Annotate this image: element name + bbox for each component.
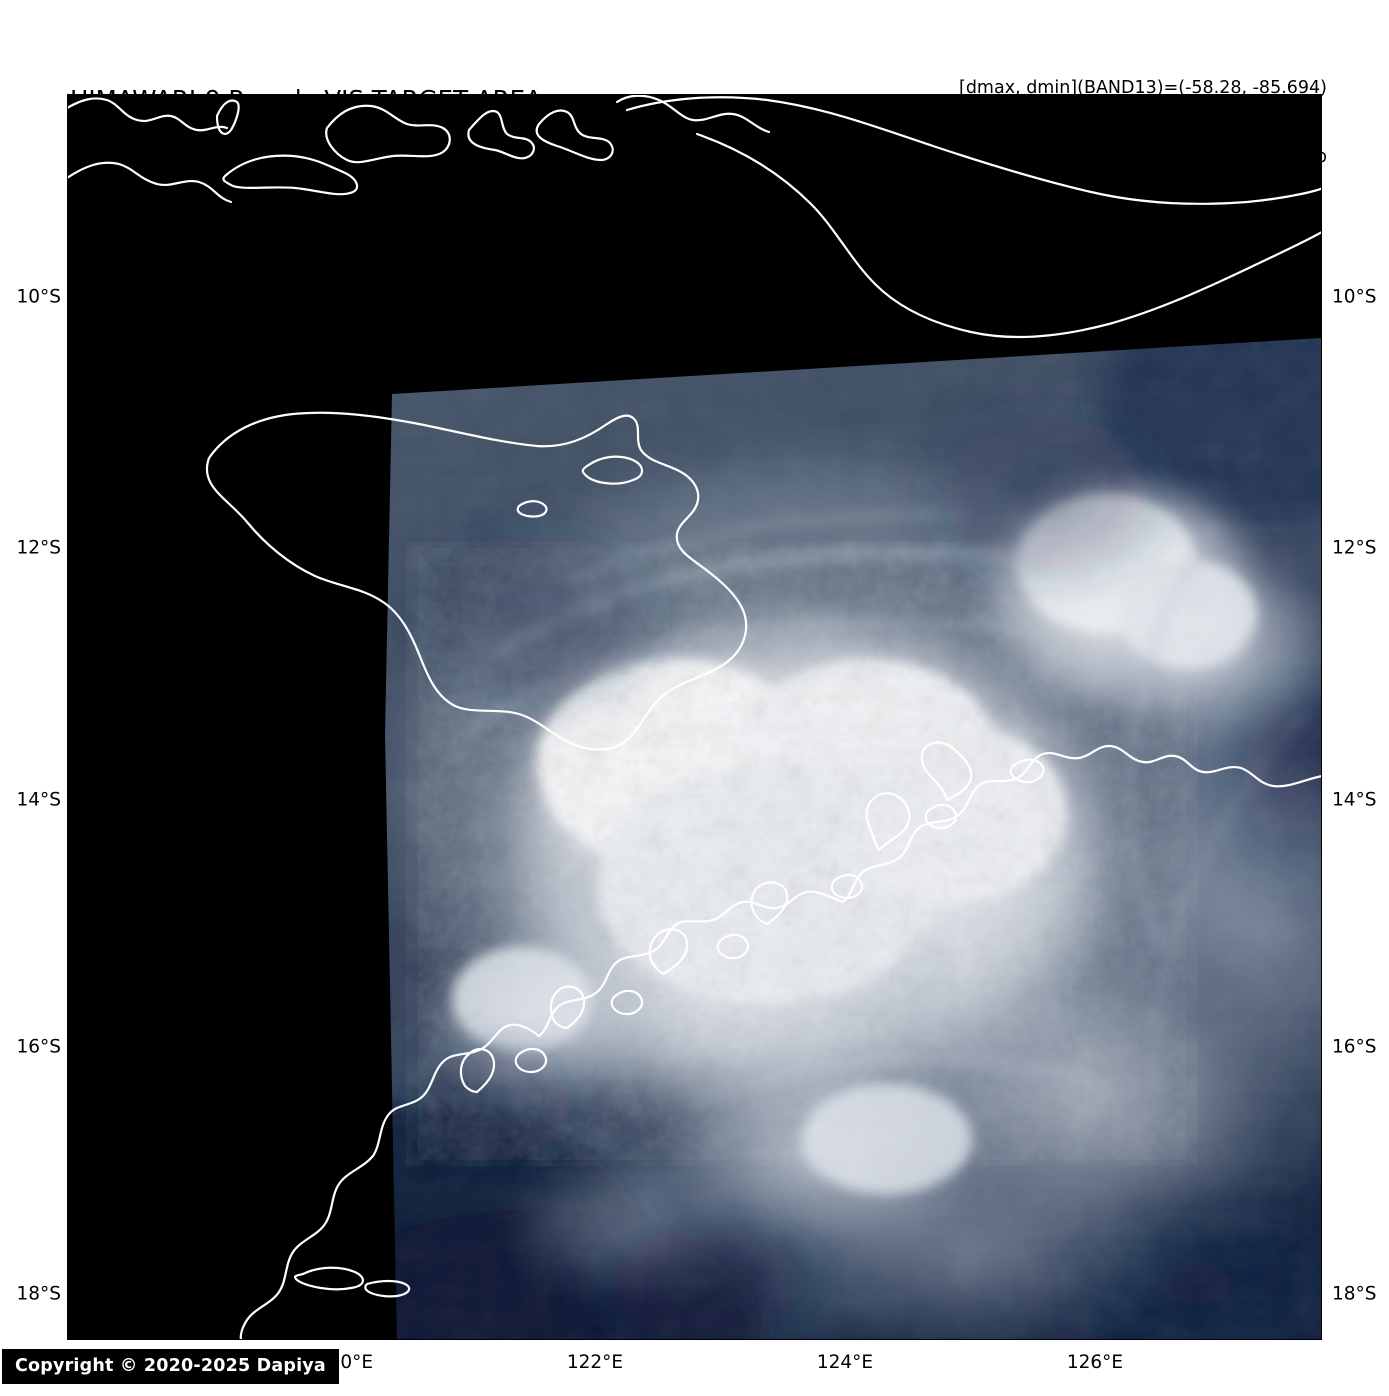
satellite-map-plot[interactable]: [67, 94, 1322, 1340]
lat-tick-left-16s: 16°S: [16, 1036, 61, 1058]
copyright-banner: Copyright © 2020-2025 Dapiya: [2, 1349, 339, 1384]
lat-tick-right-12s: 12°S: [1332, 537, 1377, 559]
lat-tick-left-18s: 18°S: [16, 1283, 61, 1305]
lon-tick-122e: 122°E: [566, 1352, 624, 1373]
lat-tick-right-14s: 14°S: [1332, 789, 1377, 811]
lat-tick-left-12s: 12°S: [16, 537, 61, 559]
lon-tick-126e: 126°E: [1066, 1352, 1124, 1373]
lat-tick-left-14s: 14°S: [16, 789, 61, 811]
lat-tick-left-10s: 10°S: [16, 286, 61, 308]
swath-group: [385, 338, 1322, 1340]
lat-tick-right-10s: 10°S: [1332, 286, 1377, 308]
satellite-imagery-canvas: [67, 94, 1322, 1340]
lon-tick-124e: 124°E: [816, 1352, 874, 1373]
band-range-readout: [dmax, dmin](BAND13)=(-58.28, -85.694): [959, 77, 1327, 98]
coastline-overlay: [67, 94, 1322, 1340]
lat-tick-right-18s: 18°S: [1332, 1283, 1377, 1305]
lat-tick-right-16s: 16°S: [1332, 1036, 1377, 1058]
